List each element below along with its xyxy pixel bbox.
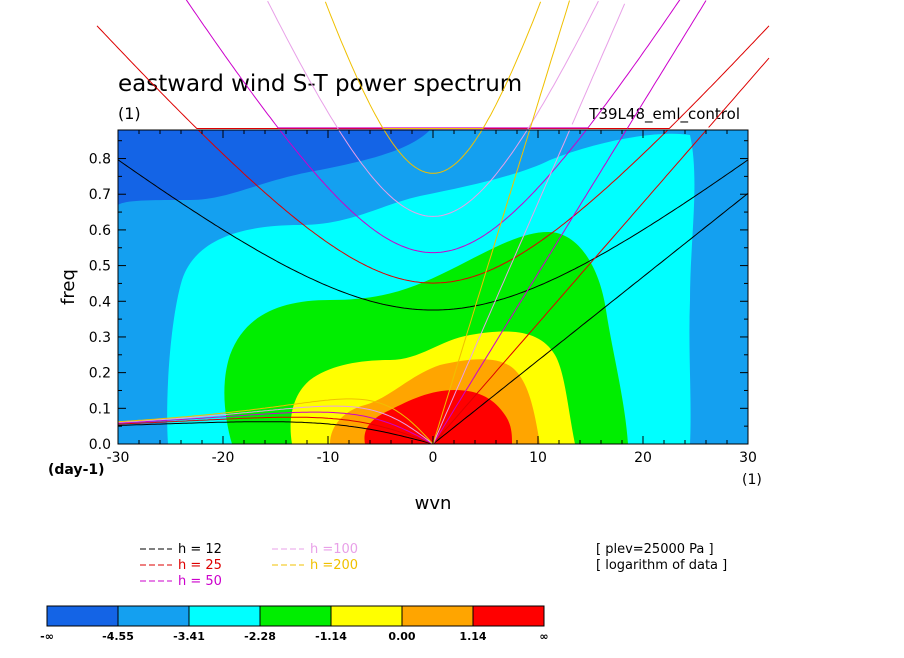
dispersion-curve-h12 <box>118 421 434 444</box>
dispersion-curve-h25 <box>432 130 708 444</box>
colorbar-swatch <box>330 605 403 627</box>
colorbar-swatch <box>188 605 261 627</box>
colorbar: -∞ -4.55 -3.41 -2.28 -1.14 0.00 1.14 ∞ <box>40 605 549 643</box>
legend-label-h25: h = 25 <box>178 558 222 573</box>
contour-band-1 <box>118 130 430 205</box>
kelvin-curve-h100-upper <box>571 3 626 125</box>
legend-label-h100: h =100 <box>310 542 358 557</box>
dispersion-curve-h25 <box>197 130 669 284</box>
colorbar-swatch <box>259 605 332 627</box>
x-tick-label: -10 <box>317 450 340 466</box>
y-axis: 0.0 0.1 0.2 0.3 0.4 0.5 0.6 0.7 0.8 <box>89 140 748 453</box>
dispersion-curve-h100 <box>118 405 434 444</box>
x-tick-label: 0 <box>429 450 438 466</box>
colorbar-label: -∞ <box>40 630 54 643</box>
dispersion-curve-h200-upper <box>324 1 542 129</box>
curve-legend: h = 12 h = 25 h = 50 h =100 h =200 <box>140 542 358 589</box>
dispersion-curve-h100 <box>432 130 571 444</box>
y-tick-label: 0.7 <box>89 187 111 203</box>
dispersion-curve-h50 <box>279 130 587 254</box>
legend-label-h50: h = 50 <box>178 574 222 589</box>
legend-label-h12: h = 12 <box>178 542 222 557</box>
legend-label-h200: h =200 <box>310 558 358 573</box>
x-tick-label: 20 <box>634 450 652 466</box>
y-tick-label: 0.6 <box>89 223 111 239</box>
x-tick-label: 30 <box>739 450 757 466</box>
colorbar-swatch <box>46 605 119 627</box>
kelvin-curve-h25-upper <box>708 57 770 128</box>
y-tick-label: 0.5 <box>89 259 111 275</box>
colorbar-label: 1.14 <box>459 630 486 643</box>
dispersion-curves <box>118 130 748 444</box>
kelvin-curve-h200-upper <box>529 0 570 129</box>
y-unit-label: (day-1) <box>48 462 105 478</box>
note-log: [ logarithm of data ] <box>596 558 727 573</box>
x-unit-label: (1) <box>742 472 762 488</box>
colorbar-swatch <box>401 605 474 627</box>
y-tick-label: 0.8 <box>89 152 111 168</box>
x-tick-label: -30 <box>107 450 130 466</box>
dispersion-curve-h25 <box>118 416 434 444</box>
dispersion-curve-h50-upper <box>185 0 681 129</box>
y-tick-label: 0.4 <box>89 294 111 310</box>
chart-title: eastward wind S-T power spectrum <box>118 71 522 97</box>
dispersion-curve-h50 <box>432 130 627 444</box>
colorbar-label: ∞ <box>539 630 548 643</box>
colorbar-label: -1.14 <box>315 630 347 643</box>
dispersion-curve-h100 <box>338 130 528 217</box>
dispersion-curve-h100-upper <box>267 0 599 130</box>
x-tick-label: -20 <box>212 450 235 466</box>
note-plev: [ plev=25000 Pa ] <box>596 542 714 557</box>
y-tick-label: 0.3 <box>89 330 111 346</box>
y-tick-label: 0.0 <box>89 437 111 453</box>
chart-subtitle-right: T39L48_eml_control <box>588 105 740 124</box>
dispersion-curve-h200 <box>432 130 531 444</box>
dispersion-curve-h200 <box>383 130 483 174</box>
colorbar-label: 0.00 <box>388 630 415 643</box>
colorbar-swatch <box>472 605 545 627</box>
colorbar-swatch <box>117 605 190 627</box>
colorbar-label: -4.55 <box>102 630 134 643</box>
x-tick-label: 10 <box>529 450 547 466</box>
contour-band-7 <box>364 390 512 444</box>
y-axis-title: freq <box>58 269 79 305</box>
contour-fill <box>118 130 748 444</box>
dispersion-curve-h50 <box>118 411 434 444</box>
y-tick-label: 0.2 <box>89 366 111 382</box>
chart-subtitle-left: (1) <box>118 104 141 123</box>
colorbar-label: -2.28 <box>244 630 276 643</box>
y-tick-label: 0.1 <box>89 401 111 417</box>
dispersion-curve-h12 <box>432 192 748 444</box>
x-axis: -30 -20 -10 0 10 20 30 <box>107 130 757 466</box>
dispersion-curve-h200 <box>118 398 434 444</box>
dispersion-curve-h12 <box>118 159 748 311</box>
kelvin-curve-h50-upper <box>626 0 707 129</box>
colorbar-label: -3.41 <box>173 630 205 643</box>
x-axis-title: wvn <box>415 493 452 514</box>
